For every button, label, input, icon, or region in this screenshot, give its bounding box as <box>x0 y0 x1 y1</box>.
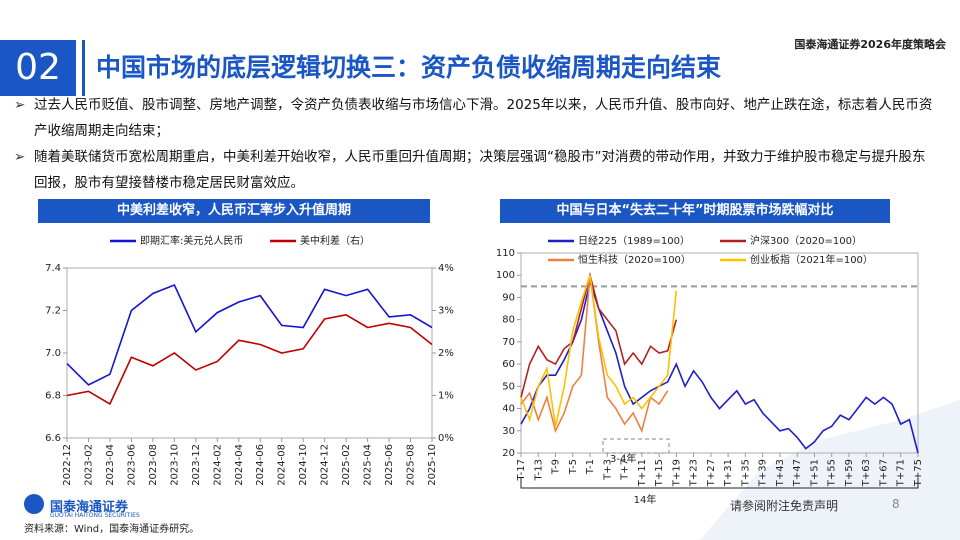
plot-frame <box>66 267 433 439</box>
y-tick-label: 90 <box>502 292 515 303</box>
annotation: 14年 <box>634 493 657 506</box>
x-tick-label: 2025-08 <box>406 444 417 486</box>
x-tick-label: T-1 <box>585 459 596 475</box>
x-tick-label: 2024-04 <box>234 444 245 486</box>
y-tick-label: 20 <box>502 448 515 459</box>
source-note: 资料来源：Wind，国泰海通证券研究。 <box>24 524 200 535</box>
x-tick-label: T+59 <box>844 459 855 487</box>
x-tick-label: 2024-08 <box>277 444 288 486</box>
legend-label: 即期汇率:美元兑人民币 <box>140 234 243 247</box>
x-tick-label: T+3 <box>602 459 613 481</box>
logo-text: 国泰海通证券 <box>50 500 129 515</box>
x-tick-label: T+47 <box>792 459 803 487</box>
x-tick-label: T+67 <box>878 459 889 487</box>
x-tick-label: 2025-06 <box>384 444 395 486</box>
x-tick-label: T-9 <box>551 459 562 475</box>
x-tick-label: T+7 <box>620 459 631 481</box>
x-tick-label: 2024-02 <box>212 444 223 486</box>
x-tick-label: T+55 <box>827 459 838 487</box>
y-tick-label: 7.4 <box>45 263 61 274</box>
x-tick-label: T+71 <box>896 459 907 487</box>
x-tick-label: 2023-06 <box>126 444 137 486</box>
bullet: 随着美联储货币宽松周期重启，中美利差开始收窄，人民币重回升值周期；决策层强调“稳… <box>14 144 934 196</box>
x-tick-label: 2024-06 <box>255 444 266 486</box>
x-tick-label: T+23 <box>689 459 700 487</box>
x-tick-label: T-13 <box>533 459 544 482</box>
disclaimer: 请参阅附注免责声明 <box>730 499 839 513</box>
chart-title: 中国与日本“失去二十年”时期股票市场跌幅对比 <box>500 199 890 223</box>
y-tick-label: 40 <box>502 404 515 415</box>
legend-label: 美中利差（右） <box>300 234 370 247</box>
legend-label: 恒生科技（2020=100） <box>578 253 691 266</box>
x-tick-label: T-17 <box>516 459 527 482</box>
x-tick-label: 2024-10 <box>298 444 309 486</box>
x-tick-label: T+43 <box>775 459 786 487</box>
x-tick-label: 2025-02 <box>341 444 352 486</box>
section-box <box>0 40 76 96</box>
x-tick-label: 2023-12 <box>191 444 202 486</box>
y-tick-label: 6.6 <box>45 433 61 444</box>
y-tick-label: 60 <box>502 359 515 370</box>
x-tick-label: 2023-10 <box>169 444 180 486</box>
y-tick-label: 7.0 <box>45 348 61 359</box>
x-tick-label: T+31 <box>723 459 734 487</box>
annotation-box <box>602 438 670 454</box>
x-tick-label: 2024-12 <box>320 444 331 486</box>
x-tick-label: T+75 <box>913 459 924 487</box>
x-tick-label: 2025-10 <box>427 444 438 486</box>
x-tick-label: 2023-02 <box>83 444 94 486</box>
x-tick-label: 2025-04 <box>363 444 374 486</box>
x-tick-label: T+19 <box>671 459 682 487</box>
y-tick-label: 50 <box>502 381 515 392</box>
series-line <box>520 272 678 398</box>
x-tick-label: 2022-12 <box>62 444 73 486</box>
x-tick-label: T+11 <box>637 459 648 487</box>
x-tick-label: T+15 <box>654 459 665 487</box>
series-line <box>520 278 919 454</box>
annotation-bracket <box>520 478 919 489</box>
chart-title: 中美利差收窄，人民币汇率步入升值周期 <box>38 199 430 223</box>
logo-text-en: GUOTAI HAITONG SECURITIES <box>50 512 140 519</box>
legend-label: 日经225（1989=100） <box>578 234 690 247</box>
y2-tick-label: 0% <box>438 433 454 444</box>
x-tick-label: T+35 <box>740 459 751 487</box>
event-name: 国泰海通证券2026年度策略会 <box>794 38 946 51</box>
x-tick-label: T+39 <box>758 459 769 487</box>
legend-label: 创业板指（2021年=100） <box>750 253 873 266</box>
x-tick-label: T+51 <box>809 459 820 487</box>
x-tick-label: T-5 <box>568 459 579 475</box>
x-tick-label: 2023-04 <box>105 444 116 486</box>
x-tick-label: T+63 <box>861 459 872 487</box>
y-tick-label: 7.2 <box>45 306 61 317</box>
y2-tick-label: 1% <box>438 391 454 402</box>
x-tick-label: 2023-08 <box>148 444 159 486</box>
page-number: 8 <box>892 497 900 511</box>
series-line <box>66 283 433 386</box>
y-tick-label: 70 <box>502 337 515 348</box>
divider <box>82 40 85 96</box>
bullet: 过去人民币贬值、股市调整、房地产调整，令资产负债表收缩与市场信心下滑。2025年… <box>14 92 934 144</box>
y-tick-label: 30 <box>502 426 515 437</box>
section-number: 02 <box>15 47 61 88</box>
slide-title: 中国市场的底层逻辑切换三：资产负债收缩周期走向结束 <box>96 53 722 82</box>
plot-frame <box>520 252 919 454</box>
bg-mountain <box>700 400 960 540</box>
annotation: 3-4年 <box>610 452 636 465</box>
y-tick-label: 6.8 <box>45 391 61 402</box>
y-tick-label: 100 <box>496 270 515 281</box>
series-line <box>520 274 678 427</box>
y2-tick-label: 3% <box>438 306 454 317</box>
y2-tick-label: 4% <box>438 263 454 274</box>
y-tick-label: 80 <box>502 315 515 326</box>
x-tick-label: T+27 <box>706 459 717 487</box>
series-line <box>66 313 433 406</box>
logo-icon <box>24 494 44 514</box>
y2-tick-label: 2% <box>438 348 454 359</box>
y-tick-label: 110 <box>496 248 515 259</box>
legend-label: 沪深300（2020=100） <box>750 234 862 247</box>
